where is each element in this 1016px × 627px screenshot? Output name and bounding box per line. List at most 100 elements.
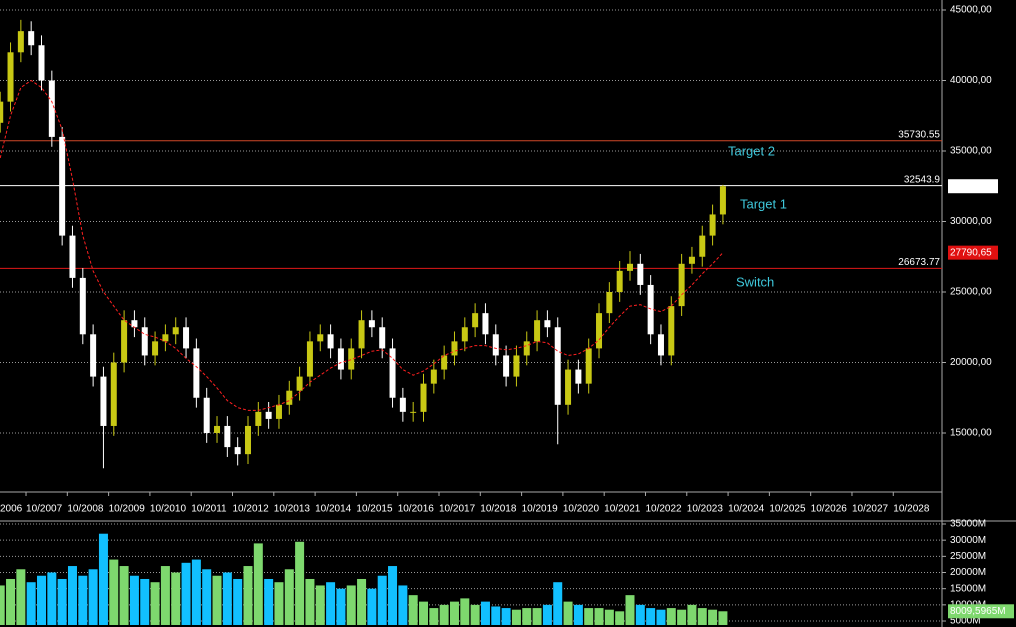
x-tick-label: 10/2011 (191, 504, 227, 515)
volume-bar (336, 588, 346, 625)
x-tick-label: 10/2012 (233, 504, 270, 515)
candle-body (286, 390, 293, 405)
candle-body (451, 341, 458, 356)
candle-body (141, 327, 148, 356)
candle-body (90, 334, 97, 377)
y2-tick-label: 15000M (950, 583, 986, 594)
x-tick-label: 10/2016 (398, 504, 435, 515)
candle-body (38, 45, 45, 81)
volume-bar (594, 608, 604, 625)
candle-body (503, 355, 510, 377)
candle-body (410, 411, 417, 413)
candle-body (626, 263, 633, 271)
volume-bar (398, 585, 408, 625)
candle-body (193, 348, 200, 398)
volume-bar (26, 582, 36, 625)
volume-bar (0, 585, 5, 625)
candle-body (69, 235, 76, 278)
volume-bar (284, 569, 294, 625)
volume-bar (439, 604, 449, 625)
candle-body (306, 341, 313, 377)
candle-body (358, 320, 365, 349)
candle-body (472, 313, 479, 328)
y2-tick-label: 20000M (950, 567, 986, 578)
volume-bar (687, 604, 697, 625)
x-tick-label: 10/2007 (26, 504, 63, 515)
candle-body (172, 327, 179, 335)
volume-bar (553, 582, 563, 625)
volume-bar (573, 604, 583, 625)
annotation: Switch (736, 274, 774, 289)
volume-bar (78, 575, 88, 625)
candle-body (513, 355, 520, 377)
candle-body (544, 320, 551, 328)
volume-bar (98, 533, 108, 625)
candle-body (637, 263, 644, 285)
volume-bar (367, 588, 377, 625)
volume-bar (253, 543, 263, 625)
candle-body (348, 348, 355, 370)
candle-body (234, 447, 241, 455)
x-tick-label: 10/2027 (852, 504, 889, 515)
x-tick-label: 10/2014 (315, 504, 352, 515)
candle-body (554, 327, 561, 405)
candle-body (575, 369, 582, 384)
candle-body (709, 214, 716, 236)
volume-bar (129, 575, 139, 625)
volume-bar (326, 582, 336, 625)
volume-bar (305, 578, 315, 625)
candle-body (131, 320, 138, 328)
volume-bar (511, 609, 521, 625)
volume-bar (718, 611, 728, 625)
candle-body (492, 334, 499, 356)
volume-bar (88, 569, 98, 625)
volume-bar (264, 578, 274, 625)
candle-body (48, 80, 55, 137)
level-label: 35730.55 (898, 129, 940, 140)
volume-bar (677, 609, 687, 625)
volume-bar (522, 608, 532, 625)
x-tick-label: 10/2024 (728, 504, 765, 515)
volume-bar (408, 595, 418, 625)
candle-body (244, 425, 251, 455)
x-tick-label: 10/2019 (522, 504, 559, 515)
candle-body (430, 369, 437, 384)
x-tick-label: 10/2008 (67, 504, 104, 515)
candle-body (678, 263, 685, 307)
last-price-label: 32502,28 (950, 181, 992, 192)
volume-bar (656, 609, 666, 625)
candle-body (389, 348, 396, 398)
volume-bar (388, 566, 398, 625)
volume-bar (222, 572, 232, 625)
candle-body (616, 270, 623, 293)
volume-bar (604, 609, 614, 625)
volume-bar (171, 572, 181, 625)
volume-bar (109, 559, 119, 625)
volume-bar (419, 601, 429, 625)
ma-last-box (948, 245, 998, 260)
candle-body (255, 411, 262, 426)
candle-body (534, 320, 541, 342)
x-tick-label: 10/2021 (604, 504, 641, 515)
y-tick-label: 45000,00 (950, 5, 992, 16)
volume-bar (140, 578, 150, 625)
candle-body (110, 362, 117, 426)
candle-body (0, 101, 4, 123)
volume-bar (16, 569, 26, 625)
y-tick-label: 30000,00 (950, 216, 992, 227)
candle-body (275, 404, 282, 419)
volume-bar (542, 604, 552, 625)
volume-bar (470, 604, 480, 625)
volume-bar (646, 608, 656, 625)
candle-body (699, 235, 706, 257)
candle-body (647, 284, 654, 335)
candle-body (59, 136, 66, 236)
candle-body (183, 327, 190, 349)
y-tick-label: 40000,00 (950, 75, 992, 86)
x-tick-label: 10/2013 (274, 504, 311, 515)
volume-bar (274, 582, 284, 625)
volume-bar (57, 578, 67, 625)
candle-body (657, 334, 664, 356)
volume-bar (315, 585, 325, 625)
candle-body (224, 425, 231, 448)
